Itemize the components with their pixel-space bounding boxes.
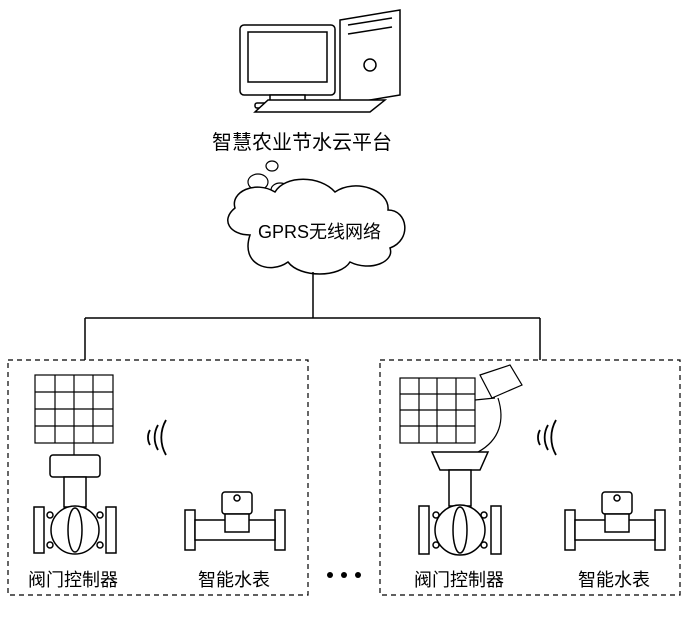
network-label: GPRS无线网络 [258, 218, 381, 244]
platform-label: 智慧农业节水云平台 [212, 126, 392, 155]
connector-lines [85, 272, 540, 360]
meter-label-right: 智能水表 [578, 566, 650, 592]
computer-icon [240, 10, 400, 112]
field-unit-left [8, 360, 308, 595]
field-unit-right [380, 360, 680, 595]
meter-label-left: 智能水表 [198, 566, 270, 592]
ellipsis-icon [327, 572, 361, 578]
valve-label-right: 阀门控制器 [414, 566, 504, 592]
valve-label-left: 阀门控制器 [28, 566, 118, 592]
diagram-canvas [0, 0, 687, 633]
